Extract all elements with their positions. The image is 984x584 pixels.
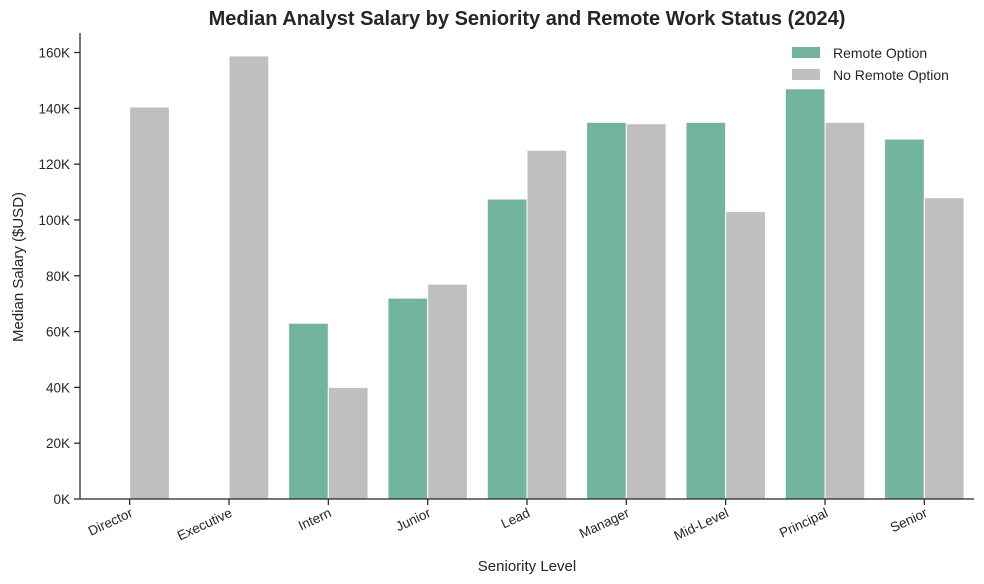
x-tick-label: Executive bbox=[175, 505, 234, 543]
y-tick-label: 140K bbox=[38, 101, 70, 116]
bar-no-remote-mid-level bbox=[725, 211, 766, 500]
legend: Remote Option No Remote Option bbox=[792, 45, 949, 83]
x-tick-label: Lead bbox=[499, 505, 533, 531]
y-axis-label: Median Salary ($USD) bbox=[10, 192, 27, 342]
bar-no-remote-principal bbox=[824, 121, 866, 500]
bar-remote-manager bbox=[586, 121, 627, 500]
bar-remote-junior bbox=[387, 297, 429, 500]
bar-remote-principal bbox=[784, 88, 826, 500]
legend-label-remote: Remote Option bbox=[833, 45, 927, 61]
bar-no-remote-director bbox=[129, 106, 170, 500]
bars-group bbox=[129, 55, 965, 500]
bar-no-remote-lead bbox=[526, 149, 568, 500]
y-axis: 0K 20K 40K 60K 80K 100K 120K 140K 160K bbox=[38, 33, 81, 507]
x-tick-label: Senior bbox=[888, 505, 930, 535]
bar-no-remote-intern bbox=[327, 386, 369, 500]
x-tick-label: Manager bbox=[577, 505, 632, 541]
y-tick-label: 40K bbox=[46, 380, 70, 395]
y-tick-label: 160K bbox=[38, 46, 70, 61]
y-tick-label: 100K bbox=[38, 213, 70, 228]
x-tick-label: Intern bbox=[296, 505, 334, 533]
bar-remote-intern bbox=[288, 322, 329, 500]
bar-remote-mid-level bbox=[685, 121, 727, 500]
legend-label-no-remote: No Remote Option bbox=[833, 67, 949, 83]
x-tick-label: Junior bbox=[393, 505, 433, 534]
x-axis-label: Seniority Level bbox=[478, 558, 576, 575]
legend-swatch-no-remote bbox=[792, 69, 820, 80]
bar-remote-lead bbox=[486, 198, 528, 500]
x-tick-label: Mid-Level bbox=[672, 505, 731, 543]
bar-no-remote-junior bbox=[427, 283, 468, 500]
x-tick-label: Principal bbox=[777, 505, 830, 540]
chart-title: Median Analyst Salary by Seniority and R… bbox=[209, 8, 846, 30]
y-tick-label: 20K bbox=[46, 436, 70, 451]
y-tick-label: 0K bbox=[53, 492, 70, 507]
bar-no-remote-executive bbox=[228, 55, 270, 500]
y-tick-label: 80K bbox=[46, 269, 70, 284]
bar-no-remote-senior bbox=[923, 197, 965, 500]
x-tick-label: Director bbox=[86, 505, 136, 539]
y-tick-label: 120K bbox=[38, 157, 70, 172]
x-axis: Director Executive Intern Junior Lead Manager… bbox=[80, 498, 974, 543]
bar-remote-senior bbox=[884, 138, 925, 500]
legend-swatch-remote bbox=[792, 47, 820, 58]
y-tick-label: 60K bbox=[46, 325, 70, 340]
bar-no-remote-manager bbox=[625, 123, 667, 500]
